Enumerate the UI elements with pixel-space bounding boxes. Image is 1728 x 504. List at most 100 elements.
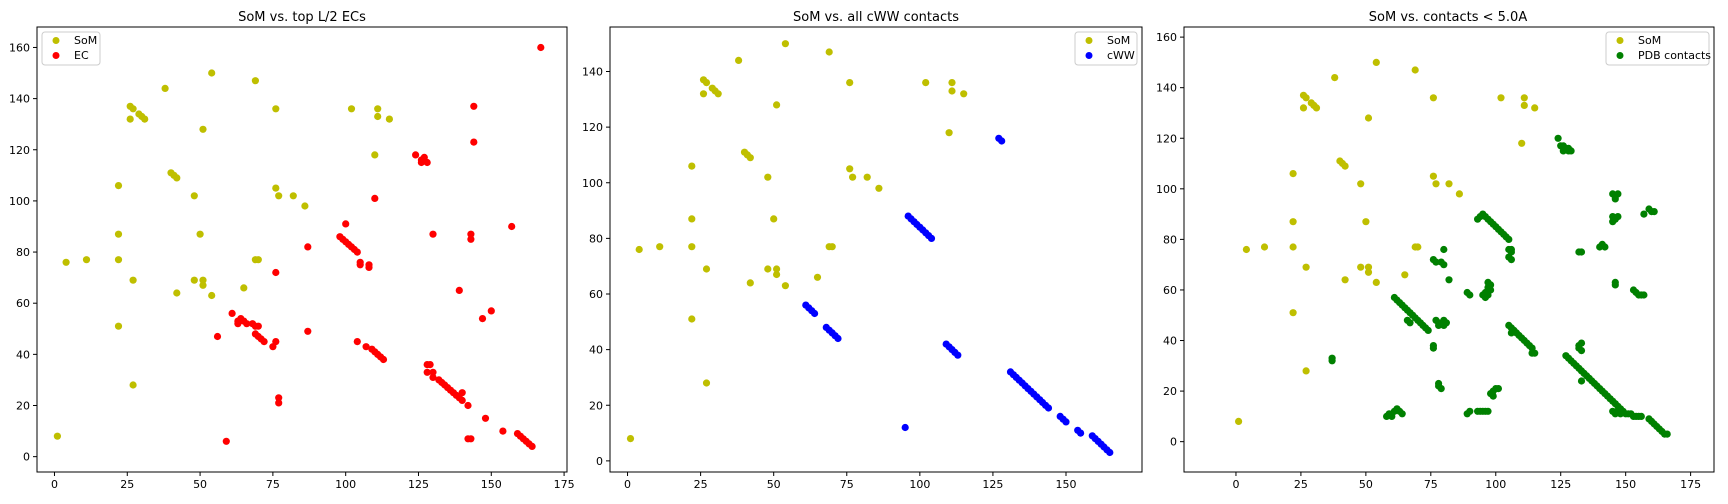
point-pdb-contacts: [1328, 357, 1336, 365]
point-som: [1455, 190, 1463, 198]
x-tick-label: 25: [694, 478, 708, 491]
point-som: [702, 79, 711, 87]
plot-frame: [609, 26, 1143, 473]
legend-marker-som: [1085, 37, 1093, 44]
point-ec: [379, 355, 388, 364]
point-pdb-contacts: [1609, 218, 1617, 226]
point-ec: [362, 343, 370, 351]
point-ec: [508, 222, 516, 231]
point-som: [1445, 180, 1453, 188]
scatter-points: [1235, 58, 1671, 438]
point-som: [922, 79, 930, 87]
point-som: [688, 215, 696, 223]
point-som: [385, 115, 393, 123]
point-som: [1520, 101, 1528, 109]
point-pdb-contacts: [1640, 210, 1648, 218]
point-som: [1302, 263, 1310, 271]
point-som: [1341, 162, 1349, 170]
legend-marker-cww: [1085, 52, 1093, 59]
point-som: [1429, 94, 1437, 102]
point-som: [199, 281, 207, 289]
point-som: [1362, 218, 1370, 226]
point-som: [114, 230, 123, 238]
point-ec: [458, 396, 466, 404]
point-som: [945, 129, 953, 137]
x-tick-label: 175: [1680, 478, 1701, 491]
scatter-points: [53, 43, 545, 450]
point-som: [126, 115, 134, 123]
point-ec: [426, 361, 434, 369]
point-som: [129, 381, 137, 389]
point-pdb-contacts: [1507, 256, 1515, 264]
point-pdb-contacts: [1481, 293, 1489, 302]
point-ec: [528, 442, 536, 450]
y-tick-label: 20: [16, 400, 30, 413]
point-som: [374, 105, 382, 113]
point-pdb-contacts: [1429, 344, 1437, 352]
scatter-points: [626, 40, 1114, 457]
panel-title: SoM vs. contacts < 5.0A: [1369, 10, 1528, 25]
point-ec: [423, 368, 431, 376]
point-som: [53, 432, 62, 440]
point-som: [1242, 245, 1250, 254]
x-tick-label: 50: [1359, 478, 1373, 491]
point-pdb-contacts: [1398, 410, 1406, 418]
point-som: [1414, 243, 1422, 251]
point-som: [129, 276, 137, 284]
point-ec: [243, 320, 251, 328]
y-tick-label: 140: [9, 93, 30, 106]
point-cww: [1077, 429, 1085, 437]
point-som: [1518, 139, 1526, 147]
legend-marker-som: [1616, 37, 1624, 44]
point-som: [1432, 180, 1440, 188]
point-pdb-contacts: [1554, 134, 1562, 142]
point-som: [1341, 276, 1349, 284]
point-ec: [275, 394, 283, 402]
point-som: [1531, 104, 1539, 112]
point-som: [688, 162, 696, 170]
point-pdb-contacts: [1577, 377, 1586, 385]
point-ec: [417, 158, 425, 167]
y-tick-label: 120: [582, 121, 603, 134]
point-som: [190, 192, 198, 200]
point-ec: [371, 194, 379, 202]
point-ec: [429, 368, 437, 376]
point-som: [1520, 94, 1528, 102]
point-pdb-contacts: [1640, 291, 1648, 299]
legend-marker-pdb-contacts: [1616, 52, 1624, 59]
point-cww: [1044, 404, 1053, 412]
point-som: [1289, 170, 1297, 178]
point-ec: [365, 263, 373, 271]
x-tick-label: 150: [481, 478, 502, 491]
point-som: [1497, 94, 1505, 102]
legend-marker-som: [52, 37, 60, 44]
y-tick-label: 40: [589, 344, 603, 357]
y-tick-label: 60: [1163, 284, 1177, 297]
point-pdb-contacts: [1531, 349, 1539, 357]
point-som: [190, 276, 198, 284]
y-tick-label: 20: [589, 399, 603, 412]
plot-frame: [36, 26, 568, 473]
point-pdb-contacts: [1611, 281, 1619, 289]
point-ec: [304, 327, 312, 335]
plot-frame: [1183, 26, 1715, 473]
x-tick-label: 0: [624, 478, 631, 491]
point-cww: [811, 309, 819, 318]
point-pdb-contacts: [1637, 412, 1645, 420]
point-ec: [478, 315, 487, 323]
panel-title: SoM vs. all cWW contacts: [793, 10, 959, 25]
point-som: [875, 184, 883, 192]
point-som: [371, 151, 379, 159]
point-pdb-contacts: [1445, 276, 1453, 284]
point-som: [173, 174, 181, 182]
point-som: [699, 90, 708, 98]
point-som: [746, 154, 754, 162]
point-ec: [269, 343, 277, 351]
point-ec: [470, 138, 478, 146]
point-som: [656, 243, 664, 251]
point-pdb-contacts: [1577, 248, 1586, 256]
point-pdb-contacts: [1505, 235, 1513, 243]
x-tick-label: 75: [840, 478, 854, 491]
y-tick-label: 100: [1156, 183, 1177, 196]
y-tick-label: 0: [1170, 436, 1177, 449]
